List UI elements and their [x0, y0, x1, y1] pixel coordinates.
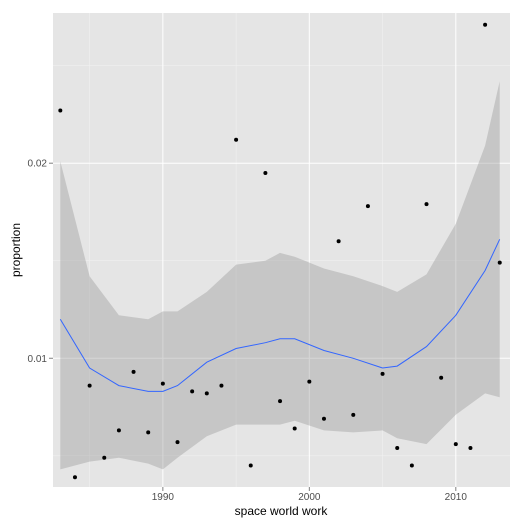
data-point — [204, 391, 209, 396]
data-point — [424, 202, 429, 207]
data-point — [292, 426, 297, 431]
data-point — [336, 239, 341, 244]
data-point — [248, 463, 253, 468]
data-point — [409, 463, 414, 468]
data-point — [87, 383, 92, 388]
data-point — [439, 375, 444, 380]
data-point — [468, 445, 473, 450]
data-point — [58, 108, 63, 113]
x-tick-label: 1990 — [152, 492, 175, 503]
data-point — [307, 379, 312, 384]
data-point — [380, 371, 385, 376]
data-point — [453, 442, 458, 447]
data-point — [483, 22, 488, 27]
data-point — [351, 412, 356, 417]
data-point — [146, 430, 151, 435]
data-point — [116, 428, 121, 433]
y-axis: 0.01 0.02 — [28, 159, 53, 365]
plot-panel — [53, 13, 510, 487]
x-axis: 1990 2000 2010 — [152, 487, 468, 503]
x-tick-label: 2010 — [445, 492, 468, 503]
confidence-band — [60, 81, 500, 470]
data-point — [102, 455, 107, 460]
data-point — [175, 440, 180, 445]
data-points — [58, 22, 502, 480]
data-point — [160, 381, 165, 386]
data-point — [234, 137, 239, 142]
data-point — [365, 204, 370, 209]
y-tick-label: 0.02 — [28, 159, 48, 170]
x-tick-label: 2000 — [298, 492, 321, 503]
y-axis-title: proportion — [9, 223, 23, 277]
y-tick-label: 0.01 — [28, 354, 48, 365]
data-point — [190, 389, 195, 394]
data-point — [395, 445, 400, 450]
data-point — [321, 416, 326, 421]
smooth-line — [59, 239, 501, 392]
data-point — [72, 475, 77, 480]
data-point — [263, 170, 268, 175]
x-axis-title: space world work — [235, 504, 329, 518]
data-point — [131, 369, 136, 374]
grid-major — [53, 13, 510, 487]
grid-minor — [53, 13, 510, 487]
data-point — [278, 399, 283, 404]
data-point — [497, 260, 502, 265]
data-point — [219, 383, 224, 388]
